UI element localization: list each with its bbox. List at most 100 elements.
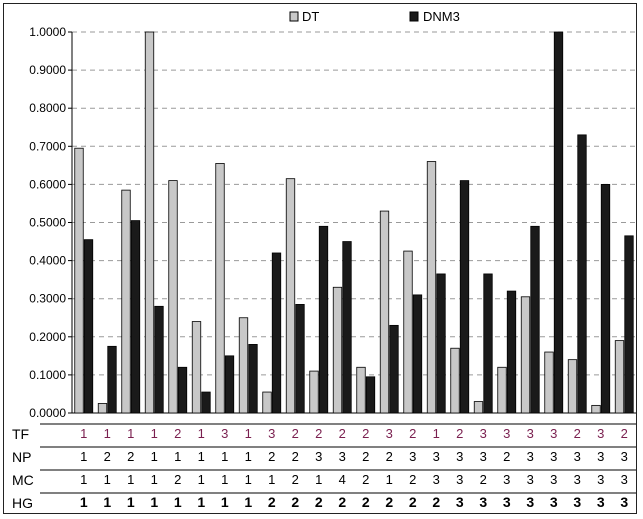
bar-dnm3 (248, 344, 258, 414)
table-cell: 1 (221, 472, 228, 487)
y-axis: 0.0000 0.1000 0.2000 0.3000 0.4000 0.5000 0.60… (29, 25, 636, 420)
legend-label-dt: DT (302, 9, 319, 24)
table-cell: 3 (409, 449, 416, 464)
table-cell: 3 (526, 494, 534, 510)
bar-dt (144, 31, 155, 414)
table-cell: 1 (80, 472, 87, 487)
bar-dnm3 (177, 366, 188, 414)
bar-dnm3 (295, 304, 305, 414)
bar-dt (168, 180, 178, 414)
table-cell: 2 (291, 494, 299, 510)
bar-dt (215, 163, 225, 414)
table-cell: 3 (503, 494, 511, 510)
table-cell: 1 (245, 449, 252, 464)
table-cell: 2 (174, 472, 181, 487)
table-cell: 2 (456, 426, 463, 441)
table-cell: 3 (503, 426, 510, 441)
table-cell: 1 (104, 472, 111, 487)
bar-dnm3 (342, 241, 352, 414)
bar-dnm3 (154, 305, 164, 414)
table-cell: 3 (621, 449, 628, 464)
table-cell: 2 (574, 426, 581, 441)
table-cell: 3 (527, 472, 534, 487)
bar-dnm3 (83, 239, 94, 414)
bar-dnm3 (271, 252, 282, 414)
table-cell: 1 (127, 494, 135, 510)
table-cell: 3 (456, 449, 463, 464)
table-cell: 1 (80, 426, 87, 441)
table-cell: 3 (597, 472, 604, 487)
bar-dt (121, 189, 131, 414)
bar-dt (403, 250, 413, 414)
table-cell: 2 (174, 426, 181, 441)
table-cell: 3 (620, 494, 628, 510)
table-cell: 1 (174, 449, 181, 464)
bars (74, 31, 634, 414)
bar-dnm3 (436, 273, 446, 414)
y-tick-label: 0.3000 (29, 292, 66, 306)
bar-dt (614, 340, 625, 414)
table-cell: 2 (409, 426, 416, 441)
bar-dt (332, 286, 343, 414)
table-cell: 3 (527, 426, 534, 441)
table-row-label: HG (12, 495, 33, 511)
bar-dt (262, 391, 272, 414)
table-cell: 2 (409, 494, 417, 510)
bar-dnm3 (553, 31, 564, 414)
table-cell: 3 (433, 472, 440, 487)
bar-dt (544, 351, 554, 414)
table-cell: 3 (621, 472, 628, 487)
table-cell: 3 (221, 426, 228, 441)
table-cell: 2 (362, 426, 369, 441)
table-cell: 3 (480, 449, 487, 464)
bar-dnm3 (224, 355, 235, 414)
bar-dnm3 (530, 225, 540, 414)
table-cell: 1 (80, 449, 87, 464)
table-cell: 1 (245, 426, 252, 441)
y-tick-label: 0.0000 (29, 406, 66, 420)
table-cell: 3 (597, 494, 605, 510)
table-cell: 1 (315, 472, 322, 487)
legend-label-dnm3: DNM3 (423, 9, 460, 24)
bar-dt (497, 366, 507, 414)
y-tick-label: 0.4000 (29, 254, 66, 268)
y-tick-label: 1.0000 (29, 25, 66, 39)
table-cell: 1 (127, 426, 134, 441)
table-cell: 2 (409, 472, 416, 487)
y-tick-label: 0.5000 (29, 216, 66, 230)
table-cell: 3 (480, 426, 487, 441)
table-cell: 3 (456, 472, 463, 487)
table-cell: 1 (151, 449, 158, 464)
table-cell: 1 (103, 494, 111, 510)
bar-dt (285, 178, 296, 414)
y-tick-label: 0.6000 (29, 177, 66, 191)
bar-dt (74, 147, 84, 414)
table-cell: 3 (479, 494, 487, 510)
table-cell: 1 (244, 494, 252, 510)
table-cell: 2 (127, 449, 134, 464)
table-cell: 3 (550, 426, 557, 441)
legend-swatch-dt (289, 11, 299, 22)
table-cell: 2 (339, 426, 346, 441)
table-cell: 2 (480, 472, 487, 487)
table-cell: 2 (362, 494, 370, 510)
bar-dt (238, 317, 249, 414)
table-cell: 2 (621, 426, 628, 441)
table-cell: 2 (362, 449, 369, 464)
category-table: TF 1 1 1 1 2 1 3 1 3 2 2 2 2 3 2 1 2 3 3 3 3 2 3 2NP 1 2 2 1 1 1 1 1 2 2 3 3… (12, 423, 636, 511)
table-cell: 2 (268, 449, 275, 464)
table-row-label: TF (12, 426, 29, 442)
bar-dnm3 (107, 345, 117, 414)
table-cell: 1 (197, 494, 205, 510)
table-cell: 3 (386, 426, 393, 441)
table-cell: 1 (151, 426, 158, 441)
bar-dt (356, 366, 366, 414)
legend-swatch-dnm3 (409, 11, 419, 22)
gridlines (72, 31, 636, 376)
table-cell: 1 (127, 472, 134, 487)
table-cell: 2 (386, 449, 393, 464)
bar-dnm3 (506, 290, 517, 414)
table-cell: 2 (104, 449, 111, 464)
table-cell: 1 (80, 494, 88, 510)
table-cell: 3 (597, 449, 604, 464)
